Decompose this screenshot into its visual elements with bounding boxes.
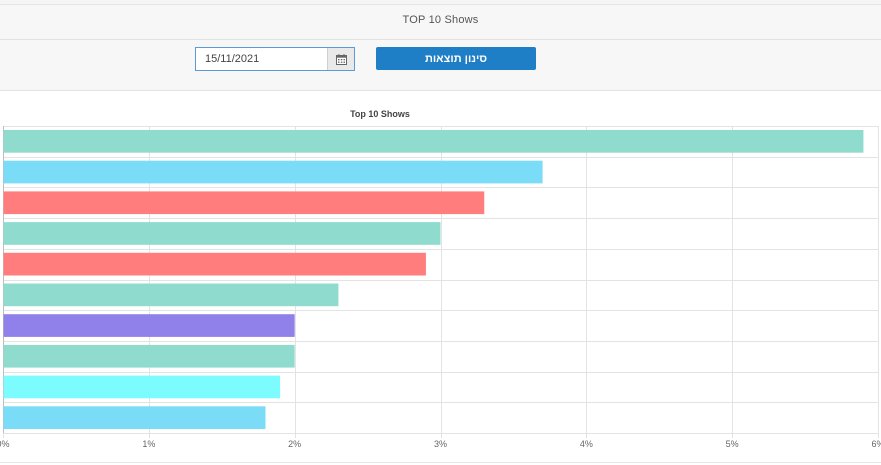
calendar-button[interactable] (327, 48, 354, 70)
bar (3, 344, 295, 368)
date-input[interactable] (196, 48, 328, 70)
bar (3, 222, 441, 245)
date-picker[interactable] (195, 47, 355, 71)
bar (3, 130, 864, 153)
chart-title: Top 10 Shows (350, 109, 410, 119)
filter-toolbar: סינון תוצאות (0, 40, 881, 91)
page-title: TOP 10 Shows (402, 14, 479, 26)
x-tick-label: 5% (726, 439, 739, 449)
x-tick-label: 2% (288, 439, 301, 449)
x-tick-label: 3% (434, 439, 447, 449)
page-header: TOP 10 Shows (0, 5, 881, 40)
bar (3, 191, 485, 215)
bar (3, 375, 281, 399)
filter-results-button[interactable]: סינון תוצאות (376, 47, 536, 70)
bar (3, 160, 543, 184)
top-strip (0, 0, 881, 5)
x-tick-label: 0% (0, 439, 10, 449)
x-tick-label: 4% (580, 439, 593, 449)
x-tick-label: 6% (871, 439, 881, 449)
bottom-divider (0, 462, 881, 463)
bar (3, 314, 295, 337)
bar (3, 252, 426, 276)
bar (3, 406, 266, 429)
x-tick-label: 1% (142, 439, 155, 449)
calendar-icon (335, 53, 347, 65)
bar (3, 283, 339, 307)
